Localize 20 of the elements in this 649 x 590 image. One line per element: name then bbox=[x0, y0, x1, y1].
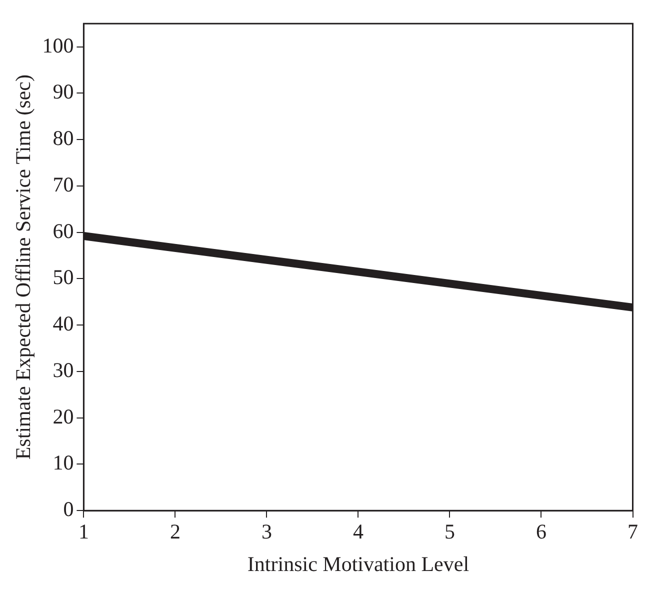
y-tick-label: 80 bbox=[52, 126, 74, 150]
y-tick-label: 30 bbox=[52, 358, 74, 382]
x-tick-label: 5 bbox=[444, 520, 455, 544]
x-tick-label: 6 bbox=[536, 520, 546, 544]
x-axis-title: Intrinsic Motivation Level bbox=[247, 552, 470, 576]
x-tick-label: 4 bbox=[352, 520, 364, 544]
y-tick-label: 70 bbox=[52, 172, 74, 196]
x-tick-label: 1 bbox=[78, 520, 89, 544]
y-tick-label: 40 bbox=[52, 312, 74, 336]
x-tick-label: 2 bbox=[170, 520, 180, 544]
y-tick-label: 50 bbox=[52, 265, 74, 290]
x-tick-label: 7 bbox=[628, 520, 638, 544]
y-tick-label: 20 bbox=[52, 404, 74, 428]
y-tick-label: 100 bbox=[42, 33, 74, 58]
y-tick-label: 60 bbox=[52, 218, 74, 243]
y-tick-label: 90 bbox=[52, 80, 74, 104]
x-tick-label: 3 bbox=[261, 520, 272, 544]
y-tick-label: 0 bbox=[63, 497, 74, 522]
y-axis-title: Estimate Expected Offline Service Time (sec) bbox=[11, 74, 36, 460]
y-tick-label: 10 bbox=[52, 450, 74, 475]
